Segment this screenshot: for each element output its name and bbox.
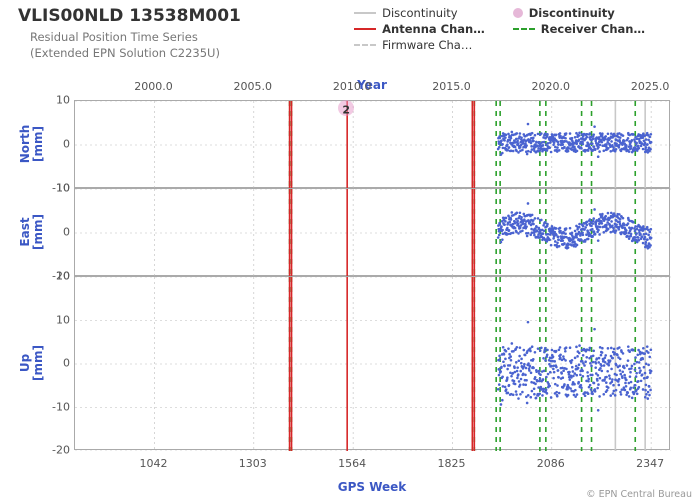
axis-tick: 1564 [338, 457, 366, 470]
y-axis-label-north: North[mm] [19, 122, 45, 166]
axis-tick: 2347 [636, 457, 664, 470]
axis-tick: 10 [40, 94, 70, 107]
chart-subtitle-1: Residual Position Time Series [30, 30, 198, 46]
legend: Discontinuity Discontinuity Antenna Chan… [354, 6, 645, 52]
discontinuity-marker-label: 2 [342, 104, 350, 117]
line-swatch-icon [354, 12, 376, 14]
plot-area: 2000.02005.02010.02015.02020.02025.01042… [74, 100, 670, 450]
chart-subtitle-2: (Extended EPN Solution C2235U) [30, 46, 220, 62]
legend-receiver-change: Receiver Chan… [513, 22, 645, 36]
axis-tick: 2025.0 [631, 80, 670, 93]
y-axis-label-east: East[mm] [19, 210, 45, 254]
legend-label: Antenna Chan… [382, 22, 485, 36]
axis-tick: -10 [40, 400, 70, 413]
footer-credit: © EPN Central Bureau [586, 489, 692, 500]
legend-label: Receiver Chan… [541, 22, 645, 36]
dot-swatch-icon [513, 8, 523, 18]
legend-discontinuity-dot: Discontinuity [513, 6, 645, 20]
axis-tick: 1303 [239, 457, 267, 470]
legend-firmware-change: Firmware Cha… [354, 38, 485, 52]
legend-discontinuity-line: Discontinuity [354, 6, 485, 20]
axis-tick: 2005.0 [234, 80, 273, 93]
axis-tick: 2086 [537, 457, 565, 470]
axis-tick: 10 [40, 182, 70, 195]
panel-north [74, 100, 670, 188]
line-swatch-icon [354, 28, 376, 30]
axis-tick: 2015.0 [432, 80, 471, 93]
axis-tick: 2010.0 [333, 80, 372, 93]
axis-tick: 1042 [139, 457, 167, 470]
legend-label: Discontinuity [382, 6, 457, 20]
legend-antenna-change: Antenna Chan… [354, 22, 485, 36]
axis-tick: 2000.0 [134, 80, 173, 93]
bottom-axis-label: GPS Week [74, 480, 670, 494]
y-axis-label-up: Up[mm] [19, 341, 45, 385]
axis-tick: 10 [40, 313, 70, 326]
axis-tick: 2020.0 [532, 80, 571, 93]
legend-label: Firmware Cha… [382, 38, 472, 52]
legend-label: Discontinuity [529, 6, 615, 20]
dash-swatch-icon [354, 44, 376, 46]
axis-tick: 1825 [437, 457, 465, 470]
axis-tick: 20 [40, 270, 70, 283]
panel-up [74, 276, 670, 450]
dash-swatch-icon [513, 28, 535, 30]
chart-title: VLIS00NLD 13538M001 [18, 6, 241, 26]
axis-tick: -20 [40, 444, 70, 457]
panel-east [74, 188, 670, 276]
